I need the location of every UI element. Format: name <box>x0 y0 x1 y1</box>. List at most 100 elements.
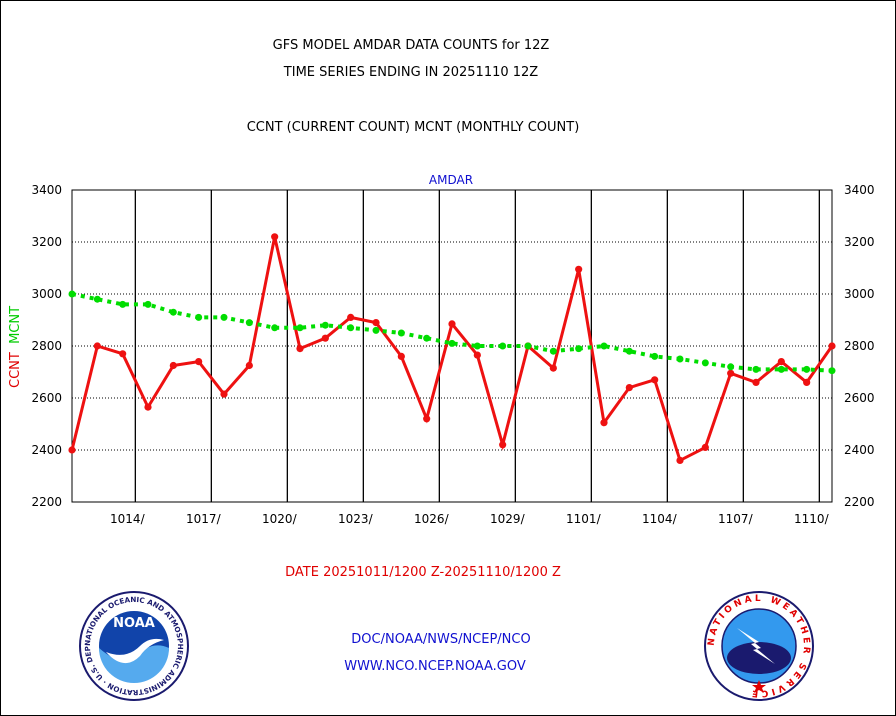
point-ccnt <box>651 376 659 384</box>
point-mcnt <box>777 365 785 373</box>
point-mcnt <box>828 367 836 375</box>
x-tick-label: 1101/ <box>566 512 602 526</box>
y-tick-label-right: 3400 <box>844 183 875 197</box>
point-mcnt <box>575 345 583 353</box>
point-mcnt <box>473 342 481 350</box>
point-ccnt <box>296 345 304 353</box>
y-tick-label-left: 3400 <box>31 183 62 197</box>
point-ccnt <box>423 415 431 423</box>
point-mcnt <box>93 295 101 303</box>
nws-logo-icon: NATIONAL WEATHER SERVICE <box>704 591 814 701</box>
point-mcnt <box>651 352 659 360</box>
y-tick-label-left: 3000 <box>31 287 62 301</box>
grid-layer <box>72 190 832 502</box>
point-ccnt <box>777 358 785 366</box>
x-tick-label: 1104/ <box>642 512 678 526</box>
point-mcnt <box>245 319 253 327</box>
point-ccnt <box>347 313 355 321</box>
point-ccnt <box>701 443 709 451</box>
point-ccnt <box>144 403 152 411</box>
point-mcnt <box>119 300 127 308</box>
point-ccnt <box>448 320 456 328</box>
chart-heading-line-2: TIME SERIES ENDING IN 20251110 12Z <box>283 65 539 80</box>
y-tick-label-right: 2800 <box>844 339 875 353</box>
point-mcnt <box>701 359 709 367</box>
point-ccnt <box>245 361 253 370</box>
point-ccnt <box>549 364 557 372</box>
series-layer <box>68 233 836 464</box>
point-mcnt <box>549 347 557 355</box>
x-tick-label: 1020/ <box>262 512 298 526</box>
chart-heading-line-1: GFS MODEL AMDAR DATA COUNTS for 12Z <box>272 38 550 53</box>
website-link[interactable]: WWW.NCO.NCEP.NOAA.GOV <box>344 659 526 674</box>
point-mcnt <box>600 342 608 350</box>
series-line-mcnt <box>71 292 833 373</box>
point-ccnt <box>803 378 811 386</box>
point-mcnt <box>676 355 684 363</box>
point-mcnt <box>68 290 76 298</box>
point-ccnt <box>68 446 76 454</box>
point-ccnt <box>93 342 101 350</box>
point-ccnt <box>220 390 228 398</box>
point-mcnt <box>423 334 431 342</box>
point-mcnt <box>803 365 811 373</box>
point-ccnt <box>676 456 684 464</box>
point-mcnt <box>144 300 152 308</box>
noaa-logo-icon: NATIONAL OCEANIC AND ATMOSPHERIC ADMINIS… <box>78 590 189 701</box>
point-mcnt <box>169 308 177 316</box>
tick-labels-layer: 2200 2200 2400 2400 2600 2600 2800 2800 3000 3000… <box>31 183 874 526</box>
point-mcnt <box>397 329 405 337</box>
chart-title: AMDAR <box>429 173 473 187</box>
point-mcnt <box>372 326 380 334</box>
x-tick-label: 1014/ <box>110 512 146 526</box>
y-tick-label-left: 2200 <box>31 495 62 509</box>
y-tick-label-right: 3000 <box>844 287 875 301</box>
y-tick-label-left: 3200 <box>31 235 62 249</box>
point-ccnt <box>752 378 760 386</box>
point-mcnt <box>347 324 355 332</box>
x-tick-label: 1023/ <box>338 512 374 526</box>
y-tick-label-left: 2400 <box>31 443 62 457</box>
x-tick-label: 1029/ <box>490 512 526 526</box>
point-mcnt <box>448 339 456 347</box>
point-mcnt <box>271 324 279 332</box>
point-ccnt <box>271 233 279 241</box>
point-mcnt <box>195 313 203 321</box>
y-tick-label-right: 2400 <box>844 443 875 457</box>
point-ccnt <box>169 361 177 370</box>
noaa-center-text: NOAA <box>113 616 155 631</box>
x-tick-label: 1026/ <box>414 512 450 526</box>
date-range-label: DATE 20251011/1200 Z-20251110/1200 Z <box>285 565 561 580</box>
point-mcnt <box>220 313 228 321</box>
point-ccnt <box>119 350 127 358</box>
point-mcnt <box>524 342 532 350</box>
org-path-label: DOC/NOAA/NWS/NCEP/NCO <box>351 632 531 647</box>
point-mcnt <box>499 342 507 350</box>
point-mcnt <box>625 347 633 355</box>
point-mcnt <box>727 363 735 371</box>
point-ccnt <box>473 351 481 359</box>
point-ccnt <box>321 334 329 342</box>
y-tick-label-left: 2600 <box>31 391 62 405</box>
point-ccnt <box>575 265 583 273</box>
y-tick-label-right: 3200 <box>844 235 875 249</box>
point-ccnt <box>600 419 608 427</box>
point-ccnt <box>727 369 735 377</box>
point-ccnt <box>499 441 507 449</box>
chart-heading-line-3: CCNT (CURRENT COUNT) MCNT (MONTHLY COUNT… <box>246 120 580 135</box>
point-ccnt <box>397 352 405 360</box>
y-tick-label-right: 2600 <box>844 391 875 405</box>
x-tick-label: 1107/ <box>718 512 754 526</box>
point-mcnt <box>321 321 329 329</box>
series-line-ccnt <box>70 236 834 463</box>
point-mcnt <box>752 365 760 373</box>
y-tick-label-right: 2200 <box>844 495 875 509</box>
point-ccnt <box>625 384 633 392</box>
point-mcnt <box>296 324 304 332</box>
x-tick-label: 1017/ <box>186 512 222 526</box>
point-ccnt <box>195 358 203 366</box>
point-ccnt <box>372 319 380 327</box>
y-tick-label-left: 2800 <box>31 339 62 353</box>
x-tick-label: 1110/ <box>794 512 830 526</box>
